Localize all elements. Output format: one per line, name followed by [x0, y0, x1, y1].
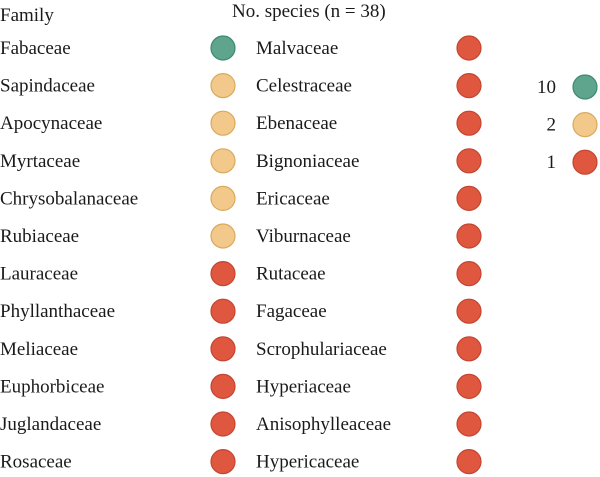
family-label: Fabaceae: [0, 38, 71, 59]
row-lauraceae: Lauraceae: [0, 261, 236, 287]
family-label: Phyllanthaceae: [0, 301, 115, 322]
row-malvaceae: Malvaceae: [256, 35, 482, 61]
legend-dot-1: [572, 149, 598, 175]
legend-item-10: 10: [537, 74, 598, 100]
count-dot-2: [210, 223, 236, 249]
row-celestraceae: Celestraceae: [256, 72, 482, 99]
count-dot-1: [456, 449, 482, 475]
legend-label: 2: [547, 115, 557, 136]
count-dot-1: [456, 110, 482, 136]
count-dot-1: [210, 449, 236, 475]
family-label: Myrtaceae: [0, 151, 80, 172]
legend: 10 2 1: [537, 74, 598, 175]
family-label: Rutaceae: [256, 264, 326, 285]
legend-label: 10: [537, 77, 556, 98]
count-dot-2: [210, 148, 236, 174]
family-label: Hyperiaceae: [256, 376, 351, 397]
row-ericaceae: Ericaceae: [256, 185, 482, 211]
count-dot-1: [210, 373, 236, 399]
count-dot-1: [456, 148, 482, 174]
family-label: Sapindaceae: [0, 76, 95, 97]
family-label: Celestraceae: [256, 76, 352, 97]
row-juglandaceae: Juglandaceae: [0, 411, 236, 437]
row-sapindaceae: Sapindaceae: [0, 72, 236, 99]
count-dot-1: [456, 185, 482, 211]
count-dot-1: [456, 72, 482, 99]
chart-title: No. species (n = 38): [232, 1, 386, 22]
family-label: Anisophylleaceae: [256, 414, 391, 435]
family-label: Hypericaceae: [256, 452, 359, 473]
count-dot-2: [210, 72, 236, 99]
family-label: Fagaceae: [256, 301, 327, 322]
family-label: Bignoniaceae: [256, 151, 359, 172]
row-chrysobalanaceae: Chrysobalanaceae: [0, 185, 236, 211]
legend-label: 1: [547, 152, 557, 173]
count-dot-2: [210, 185, 236, 211]
column-header: Family: [0, 5, 54, 26]
count-dot-1: [210, 411, 236, 437]
row-anisophylleaceae: Anisophylleaceae: [256, 411, 482, 437]
family-label: Scrophulariaceae: [256, 339, 387, 360]
family-label: Euphorbiceae: [0, 376, 104, 397]
row-rosaceae: Rosaceae: [0, 449, 236, 475]
family-label: Rubiaceae: [0, 226, 79, 247]
row-ebenaceae: Ebenaceae: [256, 110, 482, 136]
legend-item-1: 1: [547, 149, 598, 175]
count-dot-10: [210, 35, 236, 61]
count-dot-1: [210, 298, 236, 324]
family-label: Ericaceae: [256, 188, 330, 209]
row-bignoniaceae: Bignoniaceae: [256, 148, 482, 174]
count-dot-2: [210, 110, 236, 136]
row-meliaceae: Meliaceae: [0, 336, 236, 362]
row-rubiaceae: Rubiaceae: [0, 223, 236, 249]
count-dot-1: [210, 261, 236, 287]
row-scrophulariaceae: Scrophulariaceae: [256, 336, 482, 362]
family-label: Rosaceae: [0, 452, 72, 473]
row-myrtaceae: Myrtaceae: [0, 148, 236, 174]
count-dot-1: [210, 336, 236, 362]
family-label: Viburnaceae: [256, 226, 351, 247]
count-dot-1: [456, 336, 482, 362]
row-fagaceae: Fagaceae: [256, 298, 482, 324]
family-rows: Fabaceae Sapindaceae Apocynaceae Myrtaceae C…: [0, 35, 482, 475]
family-label: Juglandaceae: [0, 414, 101, 435]
count-dot-1: [456, 411, 482, 437]
family-label: Apocynaceae: [0, 113, 102, 134]
family-label: Malvaceae: [256, 38, 338, 59]
row-phyllanthaceae: Phyllanthaceae: [0, 298, 236, 324]
legend-item-2: 2: [547, 111, 598, 138]
legend-dot-2: [572, 111, 598, 138]
row-hyperiaceae: Hyperiaceae: [256, 373, 482, 399]
row-hypericaceae: Hypericaceae: [256, 449, 482, 475]
row-rutaceae: Rutaceae: [256, 261, 482, 287]
count-dot-1: [456, 35, 482, 61]
family-label: Ebenaceae: [256, 113, 337, 134]
family-label: Lauraceae: [0, 264, 78, 285]
row-fabaceae: Fabaceae: [0, 35, 236, 61]
count-dot-1: [456, 298, 482, 324]
count-dot-1: [456, 261, 482, 287]
row-apocynaceae: Apocynaceae: [0, 110, 236, 136]
row-euphorbiceae: Euphorbiceae: [0, 373, 236, 399]
count-dot-1: [456, 373, 482, 399]
legend-dot-10: [572, 74, 598, 100]
family-label: Meliaceae: [0, 339, 78, 360]
row-viburnaceae: Viburnaceae: [256, 223, 482, 249]
count-dot-1: [456, 223, 482, 249]
family-label: Chrysobalanaceae: [0, 188, 138, 209]
